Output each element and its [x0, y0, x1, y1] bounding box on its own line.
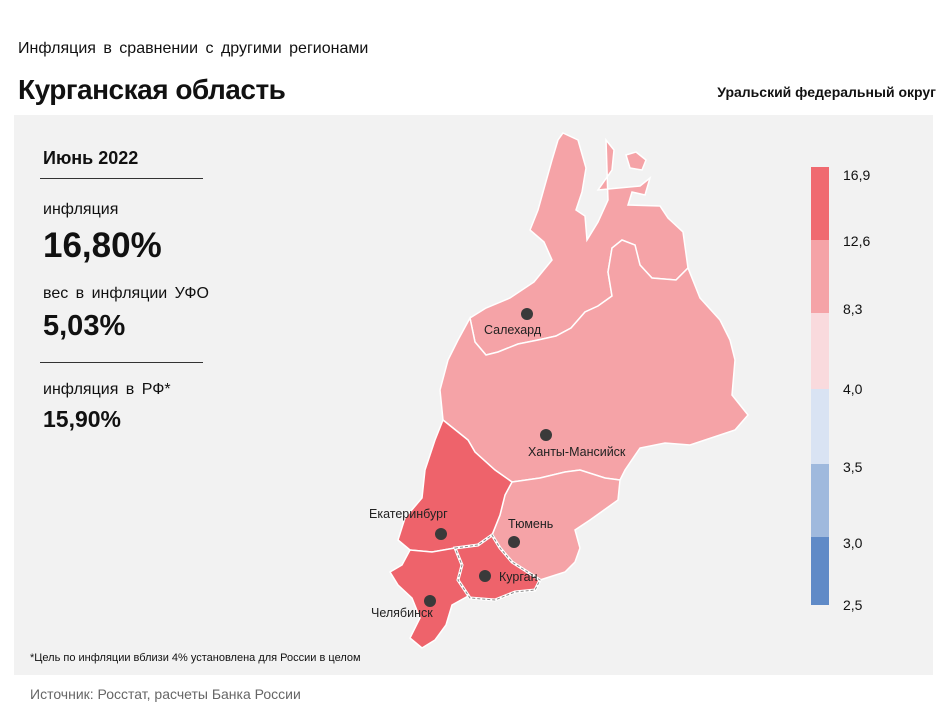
city-label-kurgan: Курган	[499, 570, 538, 584]
rf-inflation-label: инфляция в РФ*	[43, 381, 171, 398]
page-subtitle: Инфляция в сравнении с другими регионами	[18, 40, 369, 57]
legend-tick: 2,5	[843, 597, 863, 613]
legend-tick: 8,3	[843, 301, 863, 317]
district-label: Уральский федеральный округ	[717, 84, 936, 100]
legend-swatch	[811, 537, 829, 605]
city-marker	[424, 595, 436, 607]
kurgan-outline	[454, 534, 541, 601]
city-label-salekhard: Салехард	[484, 323, 542, 337]
legend-swatch	[811, 167, 829, 240]
city-marker	[521, 308, 533, 320]
period-label: Июнь 2022	[43, 148, 139, 168]
legend-tick: 3,0	[843, 535, 863, 551]
city-marker	[508, 536, 520, 548]
island-shape	[625, 151, 647, 171]
source-note: Источник: Росстат, расчеты Банка России	[30, 686, 301, 702]
city-label-tyumen: Тюмень	[508, 517, 553, 531]
legend-tick: 4,0	[843, 381, 863, 397]
legend-swatch	[811, 389, 829, 464]
city-label-khanty-mansiysk: Ханты-Мансийск	[528, 445, 626, 459]
divider	[40, 178, 203, 179]
divider	[40, 362, 203, 363]
legend-swatch	[811, 464, 829, 537]
city-label-chelyabinsk: Челябинск	[371, 606, 433, 620]
legend-tick: 3,5	[843, 459, 863, 475]
city-label-yekaterinburg: Екатеринбург	[369, 507, 448, 521]
legend-swatch	[811, 313, 829, 389]
city-marker	[435, 528, 447, 540]
weight-value: 5,03%	[43, 310, 126, 342]
weight-label: вес в инфляции УФО	[43, 285, 209, 302]
rf-inflation-value: 15,90%	[43, 406, 122, 432]
city-marker	[540, 429, 552, 441]
legend-tick: 12,6	[843, 233, 871, 249]
page-title: Курганская область	[18, 74, 286, 105]
footnote: *Цель по инфляции вблизи 4% установлена …	[30, 652, 361, 664]
city-marker	[479, 570, 491, 582]
legend-tick: 16,9	[843, 167, 871, 183]
legend-swatch	[811, 240, 829, 313]
inflation-label: инфляция	[43, 201, 119, 218]
inflation-value: 16,80%	[43, 226, 162, 265]
